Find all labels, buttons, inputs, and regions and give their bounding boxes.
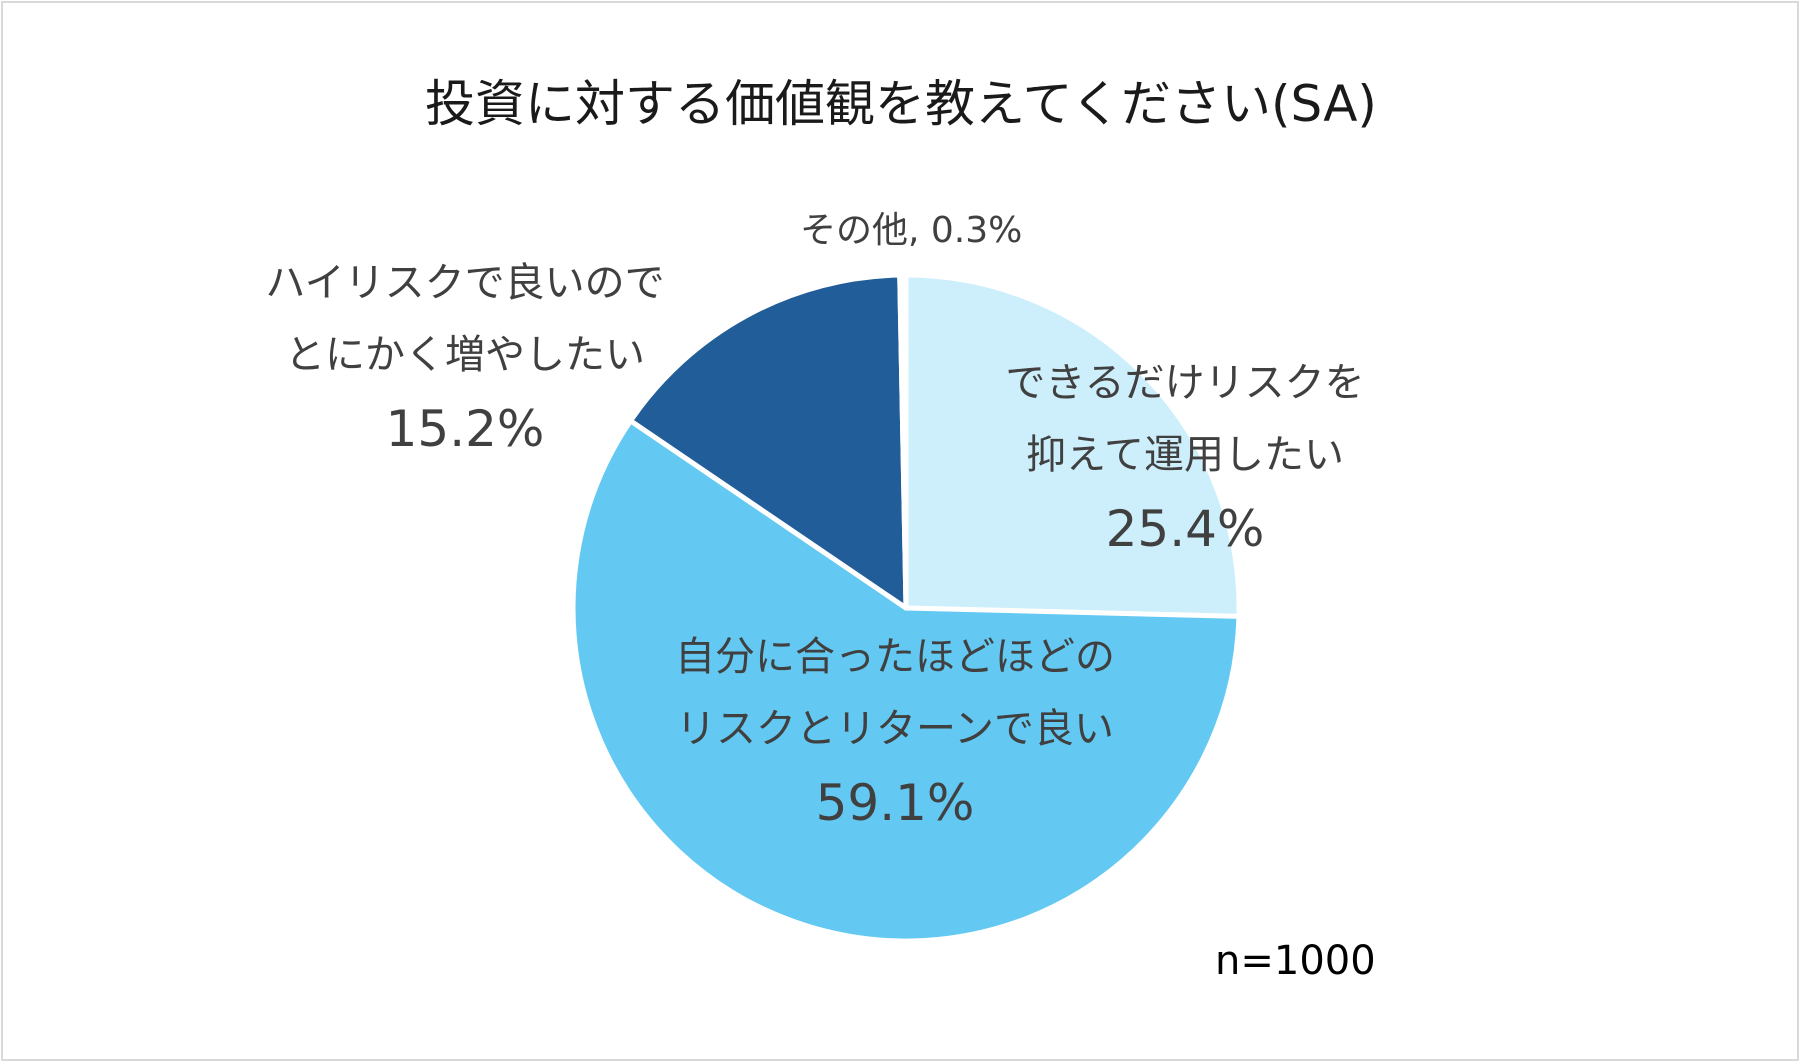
slice-label-text: その他 xyxy=(800,210,909,251)
sample-size-note: n=1000 xyxy=(1215,938,1376,984)
slice-value-label: 0.3% xyxy=(930,210,1023,251)
slice-label-line: できるだけリスクを xyxy=(1005,360,1365,406)
slice-label-moderate-risk: 自分に合ったほどほどの リスクとリターンで良い 59.1% xyxy=(645,621,1145,841)
slice-value-label: 15.2% xyxy=(385,400,545,458)
slice-value-label: 25.4% xyxy=(1105,500,1265,558)
slice-label-low-risk: できるだけリスクを 抑えて運用したい 25.4% xyxy=(935,347,1435,567)
slice-other xyxy=(897,272,909,611)
slice-label-other: その他, 0.3% xyxy=(800,210,1023,251)
slice-label-line: 自分に合ったほどほどの xyxy=(675,634,1115,680)
slice-label-line: ハイリスクで良いので xyxy=(265,260,665,306)
slice-value-label: 59.1% xyxy=(815,774,975,832)
slice-label-line: とにかく増やしたい xyxy=(285,332,645,378)
slice-moderate-risk xyxy=(570,418,1242,944)
chart-title: 投資に対する価値観を教えてください(SA) xyxy=(425,75,1377,133)
slice-label-line: 抑えて運用したい xyxy=(1026,432,1344,478)
slice-label-line: リスクとリターンで良い xyxy=(676,706,1114,752)
slice-low-risk xyxy=(903,272,1242,619)
slice-label-high-risk: ハイリスクで良いので とにかく増やしたい 15.2% xyxy=(215,247,715,467)
slice-high-risk xyxy=(628,272,909,611)
